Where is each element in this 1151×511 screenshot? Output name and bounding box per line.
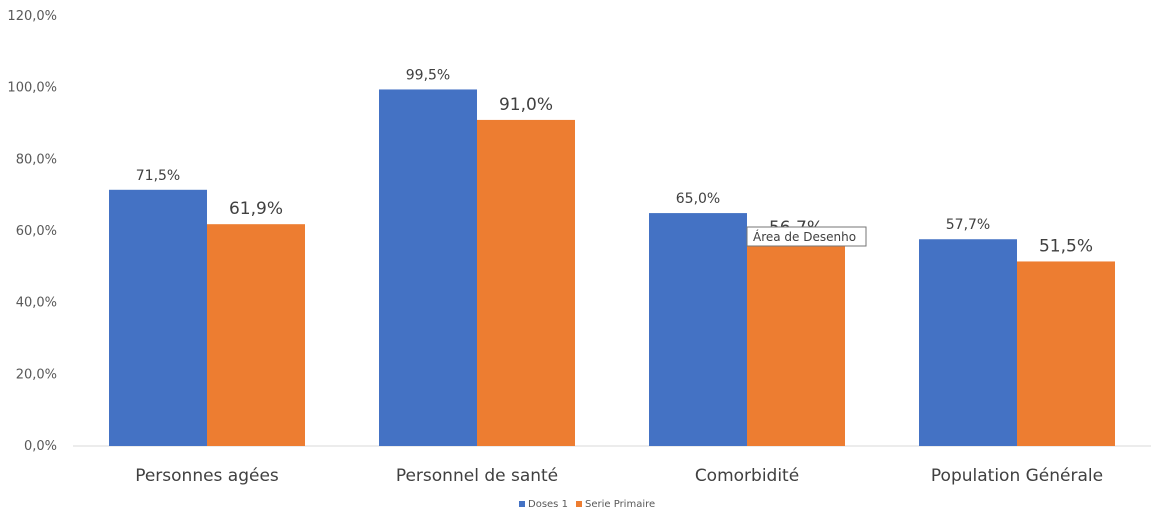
tooltip-box: [746, 226, 867, 247]
y-tick-label: 20,0%: [16, 367, 57, 382]
data-labels-layer: 71,5%61,9%99,5%91,0%65,0%56,7%57,7%51,5%: [136, 67, 1093, 256]
data-label: 57,7%: [946, 217, 990, 233]
y-tick-label: 0,0%: [24, 439, 57, 454]
data-label: 51,5%: [1039, 236, 1093, 256]
bar-serie-primaire: [207, 224, 305, 446]
bar-serie-primaire: [477, 119, 575, 447]
data-label: 71,5%: [136, 168, 180, 184]
data-label: 65,0%: [676, 191, 720, 207]
y-tick-label: 100,0%: [7, 81, 57, 96]
bar-doses-1: [919, 239, 1017, 446]
bar-doses-1: [649, 213, 747, 446]
bars-layer: [109, 89, 1115, 447]
bar-serie-primaire: [747, 242, 845, 446]
category-labels-layer: Personnes agées Personnel de santé Comorbi…: [135, 466, 1103, 486]
x-category-label: Population Générale: [931, 466, 1103, 486]
data-label: 61,9%: [229, 199, 283, 219]
x-category-label: Comorbidité: [695, 466, 799, 486]
legend-label: Doses 1: [528, 499, 568, 510]
legend-swatch: [576, 501, 582, 507]
legend-swatch: [519, 501, 525, 507]
legend-label: Serie Primaire: [585, 499, 655, 510]
x-category-label: Personnes agées: [135, 466, 279, 486]
bar-serie-primaire: [1017, 261, 1115, 446]
y-tick-label: 40,0%: [16, 296, 57, 311]
y-tick-label: 120,0%: [7, 9, 57, 24]
data-label: 91,0%: [499, 95, 553, 115]
x-category-label: Personnel de santé: [396, 466, 558, 486]
y-tick-label: 60,0%: [16, 224, 57, 239]
y-tick-label: 80,0%: [16, 152, 57, 167]
chart-area-tooltip: Área de Desenho: [746, 226, 867, 247]
bar-doses-1: [109, 189, 207, 446]
bar-doses-1: [379, 89, 477, 446]
y-axis: 0,0% 20,0% 40,0% 60,0% 80,0% 100,0% 120,0%: [7, 9, 57, 454]
legend: Doses 1 Serie Primaire: [519, 499, 655, 510]
tooltip-text: Área de Desenho: [753, 229, 856, 244]
data-label: 99,5%: [406, 67, 450, 83]
